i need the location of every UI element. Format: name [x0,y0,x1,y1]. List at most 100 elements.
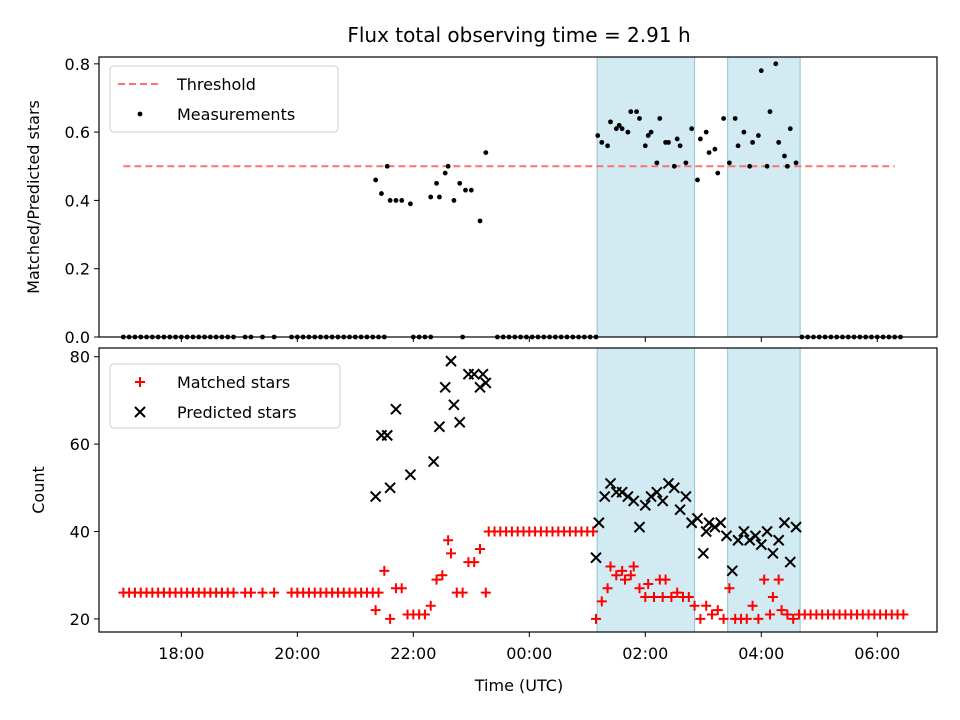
measurement-point [721,116,726,121]
observing-interval-shade [727,56,801,338]
matched-star-point [245,587,256,598]
predicted-star-point [778,517,791,529]
predicted-star-point [433,420,446,433]
matched-star-point [712,605,723,616]
predicted-star-point [680,490,692,503]
matched-star-point [672,587,683,598]
legend-box [109,363,341,429]
matched-star-point [588,526,599,537]
matched-star-point [605,561,616,572]
predicted-star-point [767,547,779,560]
y-tick-label: 20 [70,610,90,629]
measurement-point [654,160,660,166]
observing-interval-shade [596,56,696,338]
matched-star-point [469,557,480,568]
measurement-point [677,143,683,149]
predicted-star-point [720,530,733,542]
measurement-point [732,116,738,121]
predicted-star-point [662,477,675,490]
measurement-point [695,177,700,183]
matched-star-point [718,613,729,624]
matched-star-point [695,613,706,624]
legend-measurement-swatch [137,111,143,117]
matched-star-point [666,592,677,603]
matched-star-point [228,587,239,598]
matched-star-point [706,609,717,620]
predicted-star-point [445,355,457,367]
bottom-panel-legend: Matched stars Predicted stars [109,363,341,429]
matched-star-point [457,587,468,598]
predicted-star-point [697,547,709,560]
measurement-point [793,160,799,166]
measurement-point [671,163,677,169]
top-panel-legend: Threshold Measurements [109,65,339,133]
matched-star-point [269,587,280,598]
matched-star-point [443,535,454,546]
measurement-point [599,139,605,145]
legend-box [109,65,339,133]
bottom-panel-ylabel: Count [29,466,48,514]
predicted-star-point [480,377,492,389]
measurement-point [657,116,663,121]
predicted-star-point [616,486,628,498]
measurement-point [613,126,619,132]
predicted-star-point [477,368,489,380]
measurement-point [689,126,695,132]
predicted-star-point [454,416,466,428]
matched-star-point [724,583,735,594]
chart-title: Flux total observing time = 2.91 h [347,23,690,47]
predicted-star-point [691,512,704,525]
predicted-star-point [627,495,640,507]
matched-star-point [419,609,430,620]
matched-star-point [617,565,628,576]
measurement-point [384,163,390,169]
measurement-point [726,160,732,166]
measurement-point [637,116,642,121]
predicted-star-point [732,534,744,546]
predicted-star-point [381,429,393,442]
measurement-point [787,126,793,132]
measurement-point [776,139,782,145]
y-tick-label: 40 [70,523,90,542]
predicted-star-point [439,381,451,394]
matched-star-point [619,574,630,585]
legend-label: Matched stars [177,373,290,392]
predicted-star-point [714,517,727,529]
matched-star-point [591,613,602,624]
matched-star-point [625,570,636,581]
measurement-point [755,133,761,138]
predicted-star-point [743,534,756,546]
observing-interval-shade [596,347,696,633]
predicted-star-point [593,517,605,529]
matched-star-point [446,548,457,559]
predicted-star-point [784,556,796,568]
measurement-point [634,109,639,115]
predicted-star-point [427,455,440,468]
measurement-point [434,180,439,186]
predicted-star-point [685,517,698,529]
predicted-star-point [590,552,602,564]
measurement-point [758,68,764,74]
measurement-point [608,119,613,125]
predicted-star-point [384,482,396,494]
y-tick-label: 0.0 [65,328,90,347]
measurement-point [619,126,625,132]
matched-star-point [370,605,381,616]
matched-star-point [741,613,752,624]
matched-star-point [764,609,775,620]
y-tick-label: 0.6 [65,123,90,142]
top-panel-x-axis [180,337,878,342]
predicted-star-point [645,490,657,503]
measurement-point [683,160,689,166]
measurement-point [595,133,601,138]
matched-star-point [660,574,671,585]
matched-star-point [643,578,654,589]
predicted-star-point [598,490,611,503]
measurement-point [468,187,474,193]
measurement-point [697,136,703,142]
bottom-panel: 20 40 60 80 18:00 20:00 22:00 00:00 02:00 04:00 0… [29,347,938,663]
measurement-point [735,143,741,149]
predicted-star-point [668,482,680,494]
predicted-star-point [761,525,773,538]
